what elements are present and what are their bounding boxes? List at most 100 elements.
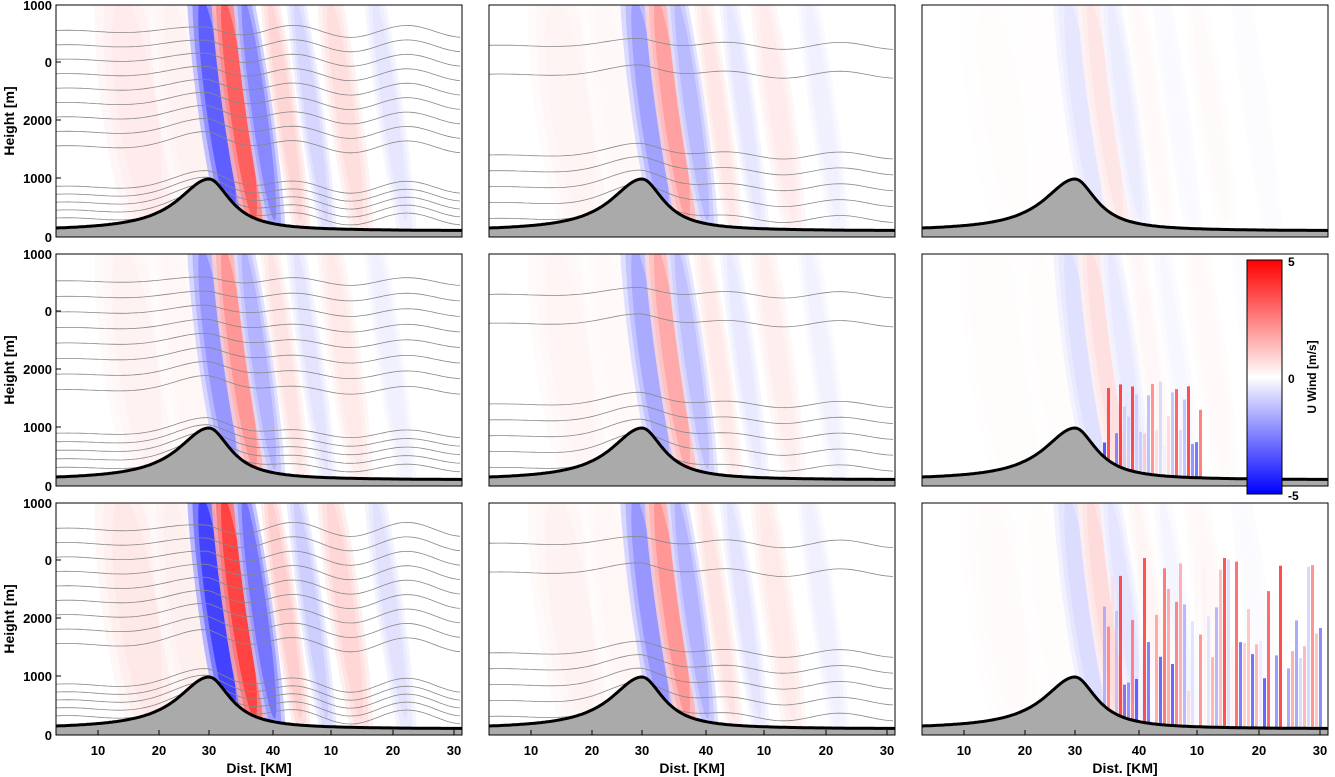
panel-r2-c1: 10 20 30 40 10 20 30 Dist. [KM] bbox=[488, 502, 896, 776]
x-tick-label: 40 bbox=[699, 743, 713, 758]
terrain-line bbox=[489, 675, 895, 730]
trapped-wave-cell bbox=[1151, 383, 1154, 478]
wind-band bbox=[268, 254, 302, 470]
trapped-wave-cell bbox=[1223, 557, 1226, 727]
contour-line bbox=[56, 563, 461, 581]
y-tick-label: 1000 bbox=[23, 247, 52, 262]
axes-frame bbox=[55, 502, 463, 736]
y-tick-label: 1000 bbox=[23, 0, 52, 13]
wind-band bbox=[268, 5, 302, 221]
trapped-wave-cell bbox=[1319, 628, 1322, 727]
contour-line bbox=[489, 405, 894, 424]
wind-band bbox=[701, 5, 735, 221]
panel-r0-c1 bbox=[488, 4, 896, 238]
y-axis-label: Height [m] bbox=[1, 584, 17, 653]
contour-line bbox=[56, 52, 461, 67]
trapped-wave-cell bbox=[1159, 381, 1162, 478]
trapped-wave-cell bbox=[1191, 621, 1194, 727]
wind-band bbox=[631, 254, 669, 470]
trapped-wave-cell bbox=[1183, 604, 1186, 727]
trapped-wave-cell bbox=[1219, 569, 1222, 727]
trapped-wave-cell bbox=[1239, 642, 1242, 727]
contour-line bbox=[56, 346, 461, 364]
trapped-wave-cell bbox=[1287, 668, 1290, 727]
wind-band bbox=[760, 254, 796, 470]
wind-band bbox=[241, 5, 277, 221]
x-tick-label: 20 bbox=[1252, 743, 1266, 758]
wind-band bbox=[372, 5, 408, 221]
axes-frame bbox=[488, 502, 896, 736]
contour-line bbox=[489, 196, 894, 223]
contour-line bbox=[489, 681, 894, 706]
trapped-wave-cell bbox=[1251, 654, 1254, 727]
wind-band bbox=[674, 254, 710, 470]
contour-line bbox=[56, 304, 461, 317]
wind-band bbox=[805, 503, 841, 719]
x-tick-label: 20 bbox=[1018, 743, 1032, 758]
wind-band bbox=[805, 254, 841, 470]
trapped-wave-cell bbox=[1107, 388, 1110, 478]
wind-band bbox=[1029, 5, 1073, 221]
trapped-wave-cell bbox=[1115, 433, 1118, 478]
trapped-wave-cell bbox=[1103, 606, 1106, 727]
wind-band bbox=[1064, 5, 1102, 221]
wind-band bbox=[978, 5, 1028, 221]
contour-line bbox=[56, 78, 461, 96]
wind-band bbox=[654, 5, 690, 221]
trapped-wave-cell bbox=[1167, 416, 1170, 478]
contour-line bbox=[56, 550, 461, 566]
contour-line bbox=[56, 629, 461, 653]
wind-band bbox=[294, 5, 328, 221]
axes-frame bbox=[921, 253, 1329, 487]
trapped-wave-cell bbox=[1119, 384, 1122, 478]
y-tick-label: 0 bbox=[45, 230, 52, 245]
x-tick-label: 30 bbox=[880, 743, 894, 758]
contour-line bbox=[56, 170, 461, 194]
trapped-wave-cell bbox=[1171, 663, 1174, 727]
trapped-wave-cell bbox=[1227, 559, 1230, 727]
contour-line bbox=[56, 536, 461, 552]
trapped-wave-cell bbox=[1255, 644, 1258, 727]
terrain-fill bbox=[489, 677, 895, 735]
trapped-wave-cell bbox=[1119, 575, 1122, 727]
wind-band bbox=[727, 503, 761, 719]
contour-line bbox=[56, 118, 461, 139]
trapped-wave-cell bbox=[1151, 649, 1154, 727]
wind-band bbox=[545, 254, 595, 470]
trapped-wave-cell bbox=[1271, 598, 1274, 727]
wind-band bbox=[1064, 503, 1102, 719]
wind-band bbox=[1238, 503, 1274, 719]
x-tick-label: 40 bbox=[266, 743, 280, 758]
contour-line bbox=[489, 391, 894, 409]
trapped-wave-cell bbox=[1187, 690, 1190, 727]
wind-field bbox=[56, 503, 462, 735]
contour-line bbox=[56, 589, 461, 609]
colorbar: 5 0 -5 U Wind [m/s] bbox=[1246, 255, 1319, 503]
colorbar-tick-min: -5 bbox=[1288, 489, 1299, 503]
trapped-wave-cell bbox=[1183, 399, 1186, 478]
trapped-wave-cell bbox=[1191, 443, 1194, 478]
wind-band bbox=[163, 5, 207, 221]
trapped-wave-cell bbox=[1231, 645, 1234, 727]
y-axis-label: Height [m] bbox=[1, 335, 17, 404]
wind-band bbox=[241, 503, 277, 719]
trapped-wave-cell bbox=[1203, 560, 1206, 727]
trapped-wave-cell bbox=[1315, 633, 1318, 727]
wind-band bbox=[241, 254, 277, 470]
contour-line bbox=[56, 105, 461, 125]
trapped-wave-cell bbox=[1171, 392, 1174, 478]
contour-line bbox=[56, 694, 461, 725]
y-tick-label: 2000 bbox=[23, 611, 52, 626]
trapped-wave-cell bbox=[1243, 642, 1246, 727]
contour-line bbox=[489, 562, 894, 577]
terrain-line bbox=[56, 426, 462, 481]
wind-band bbox=[112, 503, 162, 719]
contour-line bbox=[489, 169, 894, 192]
contour-line bbox=[56, 576, 461, 595]
x-tick-label: 30 bbox=[202, 743, 216, 758]
terrain-fill bbox=[56, 677, 462, 735]
trapped-wave-cell bbox=[1139, 431, 1142, 478]
colorbar-tick-max: 5 bbox=[1288, 255, 1295, 269]
trapped-wave-cell bbox=[1299, 658, 1302, 727]
